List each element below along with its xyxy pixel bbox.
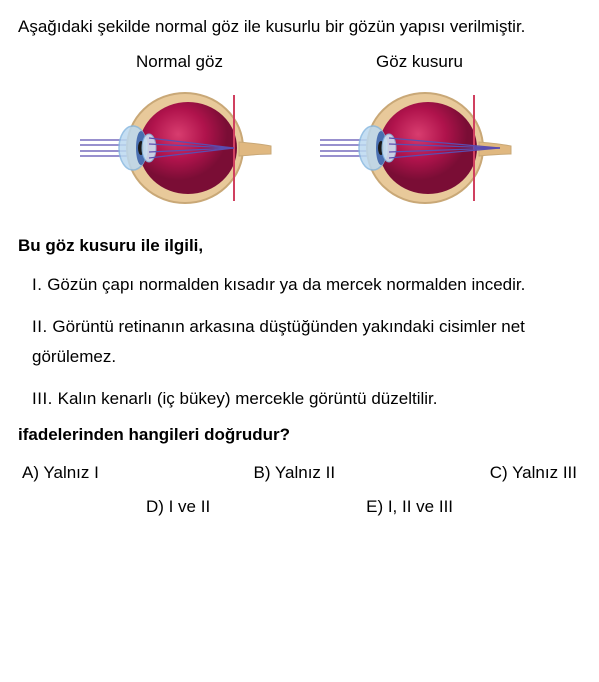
statement-1: I. Gözün çapı normalden kısadır ya da me… [18, 270, 581, 300]
defect-eye-diagram [320, 78, 520, 218]
question-ending: ifadelerinden hangileri doğrudur? [18, 425, 581, 445]
defect-eye-label: Göz kusuru [376, 52, 463, 72]
choice-a[interactable]: A) Yalnız I [22, 463, 99, 483]
choice-c[interactable]: C) Yalnız III [490, 463, 577, 483]
statement-1-text: Gözün çapı normalden kısadır ya da merce… [47, 275, 525, 294]
normal-eye-label: Normal göz [136, 52, 223, 72]
choices-row-2: D) I ve II E) I, II ve III [18, 497, 581, 517]
intro-text: Aşağıdaki şekilde normal göz ile kusurlu… [18, 14, 581, 40]
choice-b[interactable]: B) Yalnız II [254, 463, 336, 483]
statement-1-num: I. [32, 275, 42, 294]
statement-2-text: Görüntü retinanın arkasına düştüğünden y… [32, 317, 525, 366]
choices-row-1: A) Yalnız I B) Yalnız II C) Yalnız III [18, 463, 581, 483]
choice-d[interactable]: D) I ve II [146, 497, 210, 517]
normal-eye-column: Normal göz [80, 52, 280, 218]
statement-3-num: III. [32, 389, 53, 408]
statement-3-text: Kalın kenarlı (iç bükey) mercekle görünt… [58, 389, 438, 408]
normal-eye-diagram [80, 78, 280, 218]
statement-2: II. Görüntü retinanın arkasına düştüğünd… [18, 312, 581, 372]
question-prompt: Bu göz kusuru ile ilgili, [18, 236, 581, 256]
eye-diagrams: Normal göz Göz kusuru [18, 52, 581, 218]
defect-eye-column: Göz kusuru [320, 52, 520, 218]
statement-2-num: II. [32, 317, 48, 336]
choice-e[interactable]: E) I, II ve III [366, 497, 453, 517]
statement-3: III. Kalın kenarlı (iç bükey) mercekle g… [18, 384, 581, 414]
